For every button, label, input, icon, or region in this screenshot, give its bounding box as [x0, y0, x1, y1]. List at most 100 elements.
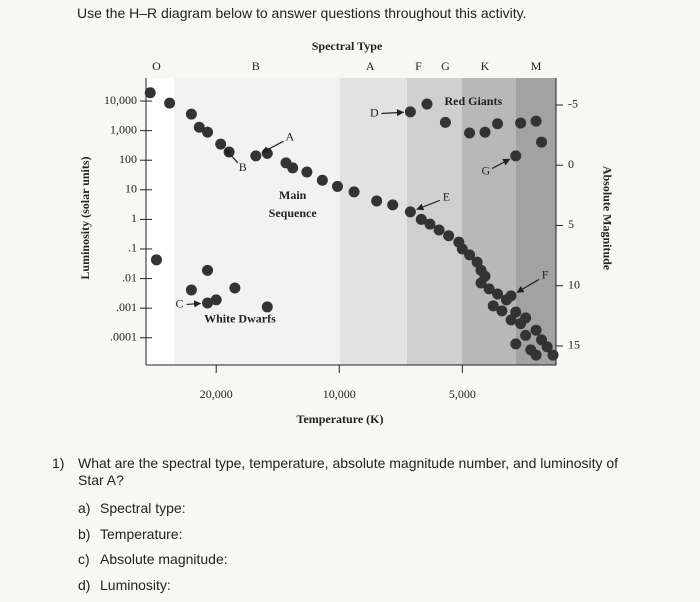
annotation-label: D [370, 106, 379, 120]
star [536, 136, 548, 148]
star [250, 150, 262, 162]
star [464, 127, 476, 139]
spectral-type-label: M [531, 59, 542, 73]
answer-prompt: Spectral type: [100, 500, 186, 516]
spectral-type-label: K [481, 59, 490, 73]
x-axis-title: Temperature (K) [297, 412, 384, 426]
x-tick-label: 10,000 [323, 387, 356, 401]
star [316, 174, 328, 186]
spectral-type-label: G [441, 59, 450, 73]
annotation-arrow [416, 199, 441, 211]
star [223, 146, 235, 158]
answer-item: c) Absolute magnitude: [78, 551, 228, 567]
region-label: Sequence [269, 206, 318, 220]
star [487, 300, 499, 312]
star [421, 98, 433, 110]
star [371, 195, 383, 207]
y-tick-label: 10 [125, 182, 137, 196]
answer-item: b) Temperature: [78, 526, 182, 542]
y-tick-label: .0001 [110, 330, 137, 344]
star [515, 318, 527, 330]
answer-letter: c) [78, 551, 90, 567]
star [202, 297, 214, 309]
x-tick-label: 5,000 [449, 387, 476, 401]
y-axis-title: Luminosity (solar units) [78, 156, 92, 279]
y2-axis-title: Absolute Magnitude [600, 166, 614, 271]
star [492, 118, 504, 130]
y-tick-label: 1 [131, 211, 137, 225]
star [404, 106, 416, 118]
star [193, 121, 205, 133]
star [510, 306, 522, 318]
star [530, 115, 542, 127]
answer-prompt: Luminosity: [100, 576, 171, 593]
spectral-type-label: O [152, 59, 161, 73]
star [443, 230, 455, 242]
spectral-type-label: F [415, 59, 422, 73]
annotation-label: E [443, 190, 450, 204]
star [483, 283, 495, 295]
star [530, 324, 542, 336]
region-label: Red Giants [444, 94, 502, 108]
star [505, 314, 517, 326]
star [415, 213, 427, 225]
star [547, 349, 559, 361]
star [475, 277, 487, 289]
star [202, 264, 214, 276]
star [456, 243, 468, 255]
answer-item: a) Spectral type: [78, 500, 186, 516]
annotation-arrow [186, 300, 202, 308]
annotation-arrow [224, 148, 239, 164]
star [229, 282, 241, 294]
star [471, 256, 483, 268]
y2-tick-label: 5 [568, 217, 574, 231]
y2-tick-label: 0 [568, 157, 574, 171]
annotation-label: B [239, 160, 247, 174]
star [515, 117, 527, 129]
annotation-arrow [491, 158, 511, 170]
answer-prompt: Absolute magnitude: [100, 551, 228, 567]
answer-letter: a) [78, 500, 91, 516]
star [510, 150, 522, 162]
star [150, 254, 162, 266]
y-tick-label: .01 [122, 270, 137, 284]
star [520, 329, 532, 341]
star [185, 108, 197, 120]
spectral-shading [146, 78, 556, 365]
question-number: 1) [52, 455, 65, 471]
star [164, 97, 176, 109]
chart-title: Spectral Type [312, 39, 383, 53]
answer-letter: d) [78, 576, 91, 593]
annotation-label: G [481, 164, 490, 178]
star [331, 180, 343, 192]
star [215, 138, 227, 150]
star [387, 199, 399, 211]
star [404, 206, 416, 218]
star [510, 338, 522, 350]
y-tick-label: .001 [116, 300, 137, 314]
spectral-type-label: B [252, 59, 260, 73]
y-tick-label: 1,000 [110, 122, 137, 136]
answer-item: d) Luminosity: [78, 577, 171, 593]
star [287, 162, 299, 174]
spectral-type-label: A [366, 59, 375, 73]
star [261, 301, 273, 313]
annotation-label: C [176, 297, 184, 311]
question-text: What are the spectral type, temperature,… [78, 455, 619, 488]
star [492, 288, 504, 300]
y2-tick-label: 15 [568, 338, 580, 352]
y2-tick-label: -5 [568, 97, 578, 111]
star [301, 166, 313, 178]
annotation-arrow [261, 140, 284, 154]
annotation-arrow [516, 278, 540, 293]
answer-prompt: Temperature: [100, 525, 183, 542]
annotation-label: F [542, 268, 549, 282]
star [202, 126, 214, 138]
star [210, 294, 222, 306]
instructions: Use the H–R diagram below to answer ques… [77, 5, 527, 21]
annotation-label: A [285, 130, 294, 144]
star [530, 349, 542, 361]
star [185, 284, 197, 296]
star [439, 116, 451, 128]
